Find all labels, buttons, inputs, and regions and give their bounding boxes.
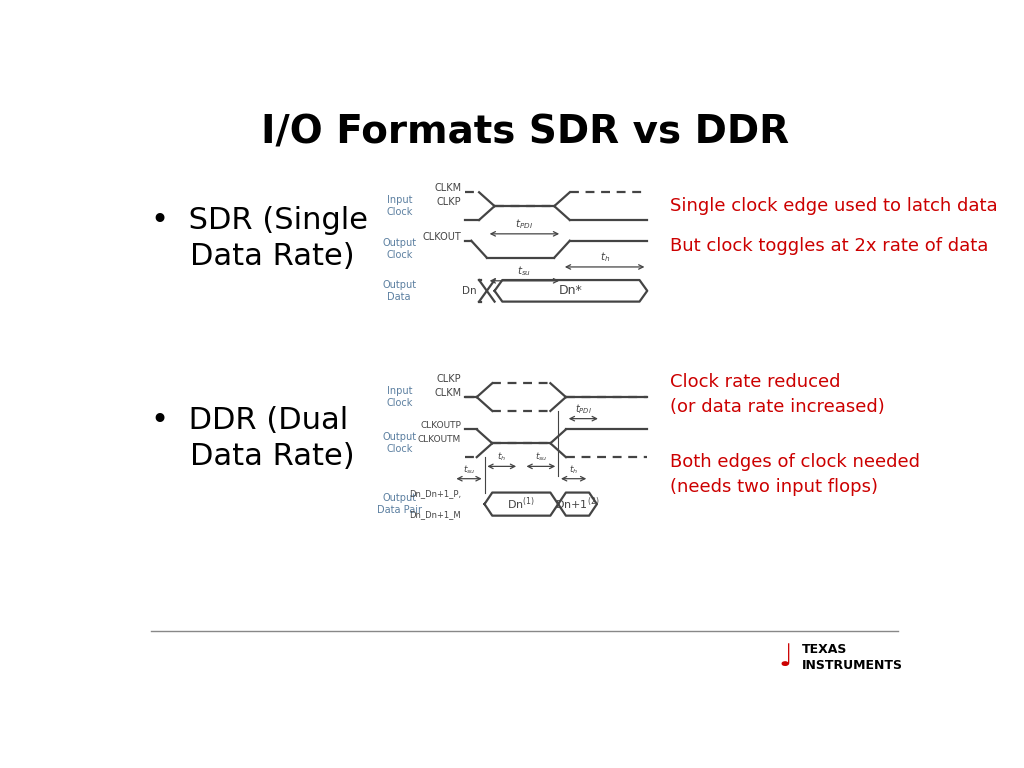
Text: CLKOUTM: CLKOUTM bbox=[418, 435, 461, 444]
Text: Input
Clock: Input Clock bbox=[386, 386, 413, 408]
Text: But clock toggles at 2x rate of data: But clock toggles at 2x rate of data bbox=[671, 237, 989, 255]
Text: CLKOUT: CLKOUT bbox=[423, 231, 461, 242]
Text: Dn: Dn bbox=[462, 286, 476, 296]
Text: Output
Clock: Output Clock bbox=[382, 432, 417, 454]
Text: •  SDR (Single
    Data Rate): • SDR (Single Data Rate) bbox=[152, 206, 369, 271]
Text: Dn_Dn+1_M: Dn_Dn+1_M bbox=[410, 510, 461, 519]
Text: TEXAS
INSTRUMENTS: TEXAS INSTRUMENTS bbox=[802, 643, 903, 672]
Text: I/O Formats SDR vs DDR: I/O Formats SDR vs DDR bbox=[261, 114, 788, 152]
Text: Dn_Dn+1_P,: Dn_Dn+1_P, bbox=[410, 489, 461, 498]
Text: $t_{su}$: $t_{su}$ bbox=[517, 264, 531, 278]
Text: Both edges of clock needed
(needs two input flops): Both edges of clock needed (needs two in… bbox=[671, 452, 921, 495]
Text: •  DDR (Dual
    Data Rate): • DDR (Dual Data Rate) bbox=[152, 406, 355, 472]
Text: Dn+1$^{(2)}$: Dn+1$^{(2)}$ bbox=[555, 496, 600, 512]
Text: $t_h$: $t_h$ bbox=[498, 451, 506, 463]
Text: Output
Data: Output Data bbox=[382, 280, 417, 302]
Text: Single clock edge used to latch data: Single clock edge used to latch data bbox=[671, 197, 998, 215]
Text: Output
Data Pair: Output Data Pair bbox=[377, 493, 422, 515]
Text: CLKP: CLKP bbox=[436, 197, 461, 207]
Text: $t_{PDI}$: $t_{PDI}$ bbox=[574, 402, 592, 415]
Text: CLKOUTP: CLKOUTP bbox=[421, 421, 461, 430]
Text: CLKM: CLKM bbox=[434, 183, 461, 193]
Text: $t_{su}$: $t_{su}$ bbox=[535, 451, 547, 463]
Text: Output
Clock: Output Clock bbox=[382, 238, 417, 260]
Text: Clock rate reduced
(or data rate increased): Clock rate reduced (or data rate increas… bbox=[671, 373, 886, 416]
Text: $t_h$: $t_h$ bbox=[569, 463, 579, 475]
Text: ♩: ♩ bbox=[778, 643, 793, 672]
Text: $t_{su}$: $t_{su}$ bbox=[463, 463, 475, 475]
Text: $t_h$: $t_h$ bbox=[599, 250, 609, 264]
Text: Input
Clock: Input Clock bbox=[386, 195, 413, 217]
Text: $t_{PDI}$: $t_{PDI}$ bbox=[515, 217, 534, 230]
Text: Dn*: Dn* bbox=[559, 284, 583, 297]
Text: CLKP: CLKP bbox=[436, 374, 461, 384]
Text: Dn$^{(1)}$: Dn$^{(1)}$ bbox=[507, 496, 536, 512]
Text: CLKM: CLKM bbox=[434, 388, 461, 398]
